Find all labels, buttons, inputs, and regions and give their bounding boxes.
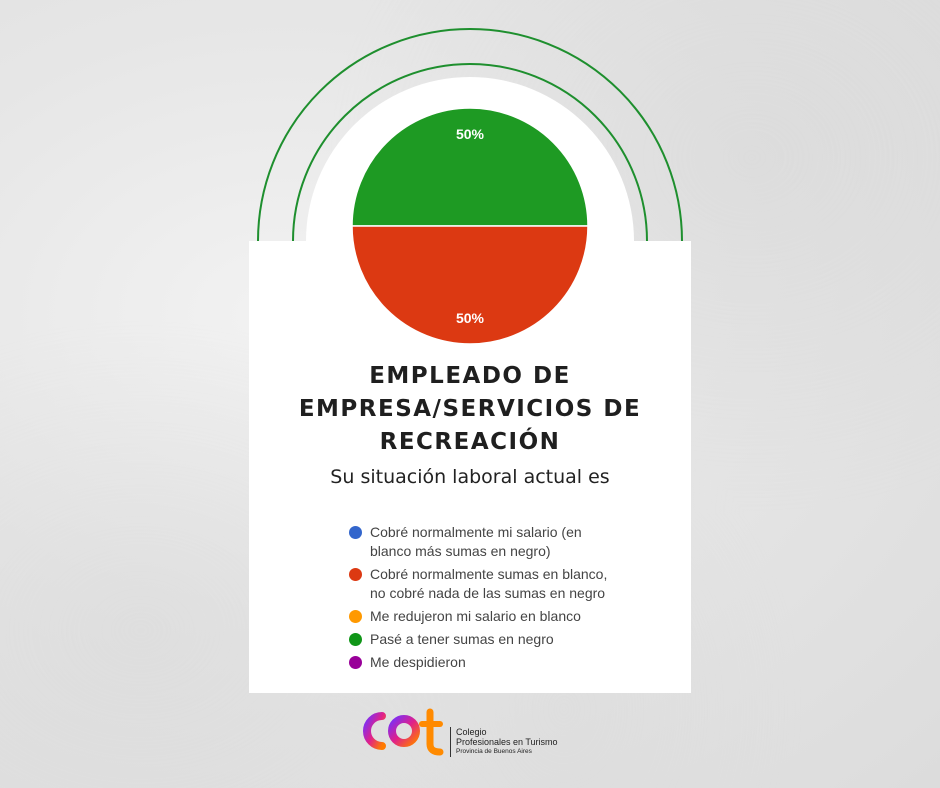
legend-label: Cobré normalmente sumas en blanco, no cob… — [370, 566, 608, 601]
legend-item: Pasé a tener sumas en negro — [349, 630, 649, 649]
pie-slice-label: 50% — [456, 126, 485, 142]
legend-item: Cobré normalmente mi salario (en blanco m… — [349, 523, 649, 561]
logo-line-2: Profesionales en Turismo — [456, 737, 558, 747]
legend-item: Me despidieron — [349, 653, 649, 672]
legend-item: Me redujeron mi salario en blanco — [349, 607, 649, 626]
pie-slice — [351, 225, 589, 345]
legend-dot — [349, 633, 362, 646]
legend-label: Me despidieron — [370, 654, 466, 670]
legend: Cobré normalmente mi salario (en blanco m… — [349, 523, 649, 676]
logo-line-3: Provincia de Buenos Aires — [456, 748, 532, 755]
logo-text: Colegio Profesionales en Turismo Provinc… — [456, 727, 558, 757]
pie-slice — [351, 107, 589, 227]
logo-line-1: Colegio — [456, 727, 487, 737]
pie-slice-label: 50% — [456, 310, 485, 326]
legend-label: Pasé a tener sumas en negro — [370, 631, 554, 647]
legend-dot — [349, 610, 362, 623]
logo-divider — [450, 727, 451, 757]
legend-dot — [349, 568, 362, 581]
legend-item: Cobré normalmente sumas en blanco, no cob… — [349, 565, 649, 603]
legend-dot — [349, 656, 362, 669]
legend-dot — [349, 526, 362, 539]
legend-label: Cobré normalmente mi salario (en blanco m… — [370, 524, 582, 559]
chart-subtitle: Su situación laboral actual es — [330, 466, 610, 488]
cpt-logo-icon — [363, 708, 444, 762]
chart-title: EMPLEADO DE EMPRESA/SERVICIOS DE RECREAC… — [298, 363, 642, 455]
legend-label: Me redujeron mi salario en blanco — [370, 608, 581, 624]
